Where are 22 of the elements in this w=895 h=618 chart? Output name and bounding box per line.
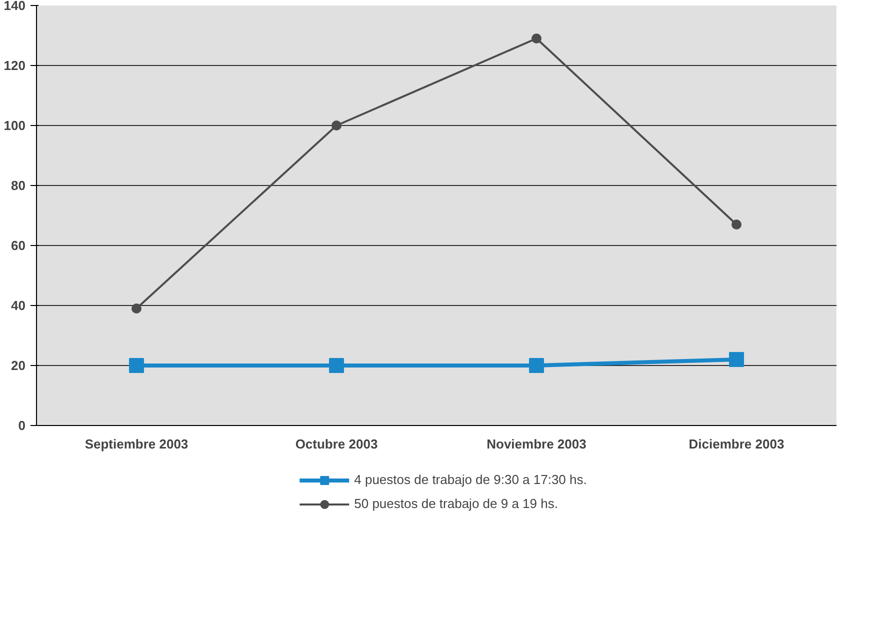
x-tick-label: Diciembre 2003 xyxy=(688,436,784,452)
y-tick-label: 80 xyxy=(11,178,26,193)
point xyxy=(332,120,342,130)
point xyxy=(129,358,144,373)
point xyxy=(529,358,544,373)
legend-label: 4 puestos de trabajo de 9:30 a 17:30 hs. xyxy=(354,472,587,487)
point xyxy=(729,352,744,367)
y-tick-label: 60 xyxy=(11,238,26,253)
point xyxy=(329,358,344,373)
x-tick-label: Septiembre 2003 xyxy=(84,436,188,452)
point xyxy=(132,304,142,314)
y-tick-label: 120 xyxy=(4,58,26,73)
x-tick-label: Noviembre 2003 xyxy=(486,436,586,452)
point xyxy=(532,34,542,44)
y-tick-label: 0 xyxy=(18,418,26,433)
x-tick-label: Octubre 2003 xyxy=(295,436,378,452)
y-tick-label: 100 xyxy=(4,118,26,133)
y-tick-label: 140 xyxy=(4,0,26,13)
legend-label: 50 puestos de trabajo de 9 a 19 hs. xyxy=(354,496,558,511)
point xyxy=(732,220,742,230)
y-tick-label: 20 xyxy=(11,358,26,373)
y-tick-label: 40 xyxy=(11,298,26,313)
